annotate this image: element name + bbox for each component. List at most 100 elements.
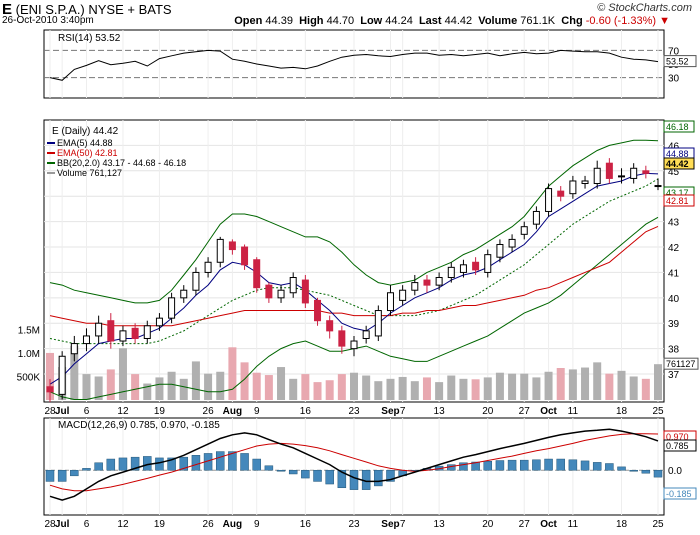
price-x-tick: 13 bbox=[434, 406, 446, 417]
candle-body bbox=[532, 210, 540, 225]
volume-bar bbox=[654, 364, 662, 400]
macd-histogram-bar bbox=[215, 451, 225, 471]
macd-histogram-bar bbox=[532, 459, 541, 471]
down-arrow-icon: ▼ bbox=[659, 15, 670, 27]
price-title: E (Daily) 44.42 bbox=[52, 126, 119, 137]
legend-label: EMA(50) 42.81 bbox=[57, 148, 118, 158]
price-tick-label: 46 bbox=[668, 141, 680, 152]
candle-body bbox=[593, 167, 601, 185]
price-tick-label: 43 bbox=[668, 218, 680, 229]
macd-histogram-bar bbox=[228, 451, 237, 471]
price-x-tick: 12 bbox=[117, 406, 129, 417]
candle-body bbox=[119, 330, 127, 342]
macd-histogram-bar bbox=[240, 453, 249, 471]
price-x-tick: 19 bbox=[154, 406, 166, 417]
candle-body bbox=[459, 264, 467, 273]
volume-bar bbox=[629, 376, 638, 400]
price-label: 44.42 bbox=[666, 159, 689, 169]
candle-body bbox=[277, 289, 285, 299]
candle-body bbox=[642, 170, 650, 174]
price-x-tick: 28 bbox=[44, 406, 56, 417]
price-x-tick: 7 bbox=[400, 406, 406, 417]
macd-x-tick: 9 bbox=[254, 519, 260, 530]
price-label: 42.81 bbox=[666, 196, 689, 206]
ema50-line bbox=[49, 225, 659, 327]
macd-histogram-bar bbox=[252, 458, 261, 471]
volume-bar bbox=[605, 373, 614, 400]
volume-bar bbox=[447, 375, 456, 400]
price-label-box bbox=[663, 157, 695, 170]
chart-symbol-title: E (ENI S.P.A.) NYSE + BATS bbox=[2, 1, 172, 18]
candle-body bbox=[180, 289, 188, 299]
low-value: 44.24 bbox=[385, 15, 413, 27]
macd-histogram-bar bbox=[544, 458, 553, 471]
candle-body bbox=[605, 162, 613, 179]
price-tick-label: 39 bbox=[668, 319, 680, 330]
macd-histogram-bar bbox=[471, 461, 480, 471]
macd-x-tick: 11 bbox=[568, 519, 579, 530]
candle-body bbox=[107, 320, 115, 342]
volume-bar bbox=[167, 371, 176, 400]
macd-histogram-bar bbox=[288, 469, 298, 475]
macd-x-tick: 28 bbox=[44, 519, 56, 530]
volume-bar bbox=[459, 378, 468, 400]
volume-bar bbox=[264, 375, 273, 400]
price-tick-label: 45 bbox=[668, 167, 680, 178]
rsi-tick-label: 30 bbox=[668, 74, 680, 85]
macd-histogram-bar bbox=[629, 469, 638, 472]
candlesticks bbox=[46, 158, 662, 402]
macd-histogram-bar bbox=[313, 469, 322, 482]
volume-bar bbox=[143, 383, 152, 400]
price-x-tick: Sep bbox=[381, 406, 399, 417]
bb-upper-line bbox=[49, 139, 659, 304]
macd-x-tick: Sep bbox=[381, 519, 399, 530]
legend-label: Volume 761,127 bbox=[57, 168, 122, 178]
price-x-tick: 18 bbox=[616, 406, 628, 417]
macd-histogram-bar bbox=[495, 460, 505, 471]
macd-histogram-bar bbox=[118, 457, 128, 471]
candle-body bbox=[301, 279, 309, 304]
volume-label: Volume bbox=[478, 15, 518, 27]
macd-histogram-bar bbox=[592, 462, 602, 471]
macd-last-box bbox=[663, 487, 697, 500]
volume-bar bbox=[191, 361, 200, 400]
candle-body bbox=[399, 289, 407, 301]
volume-bar bbox=[508, 373, 517, 400]
volume-last-label: 761127 bbox=[666, 359, 695, 369]
volume-bar bbox=[204, 373, 213, 400]
price-x-tick: Jul bbox=[55, 406, 70, 417]
candle-body bbox=[46, 386, 54, 393]
price-x-tick: 27 bbox=[519, 406, 531, 417]
volume-bar bbox=[410, 381, 419, 400]
volume-bar bbox=[593, 362, 602, 400]
volume-bar bbox=[252, 372, 261, 400]
macd-histogram-bar bbox=[349, 469, 359, 490]
candle-body bbox=[192, 271, 200, 291]
candle-body bbox=[350, 340, 358, 350]
macd-histogram-bar bbox=[264, 465, 274, 471]
macd-x-tick: 12 bbox=[117, 519, 129, 530]
low-label: Low bbox=[360, 15, 383, 27]
candle-body bbox=[131, 327, 139, 339]
macd-histogram-bar bbox=[82, 468, 91, 471]
candle-body bbox=[386, 292, 394, 312]
volume-bar bbox=[422, 377, 431, 400]
volume-bar bbox=[374, 381, 383, 400]
volume-bar bbox=[228, 347, 237, 400]
high-value: 44.70 bbox=[326, 15, 355, 27]
volume-bar bbox=[179, 378, 188, 400]
candle-body bbox=[155, 317, 163, 327]
price-tick-label: 37 bbox=[668, 370, 680, 381]
volume-tick-label: 1.0M bbox=[18, 349, 40, 360]
volume-bar bbox=[568, 369, 577, 400]
price-x-tick: 20 bbox=[482, 406, 494, 417]
volume-bar bbox=[581, 367, 590, 400]
candle-body bbox=[362, 330, 370, 339]
candle-body bbox=[411, 282, 419, 291]
candle-body bbox=[545, 188, 553, 212]
volume-bar bbox=[155, 377, 164, 400]
macd-x-tick: Oct bbox=[540, 519, 557, 530]
rsi-title: RSI(14) 53.52 bbox=[58, 33, 121, 44]
company-exchange: (ENI S.P.A.) NYSE + BATS bbox=[15, 2, 172, 17]
volume-tick-label: 500K bbox=[17, 372, 41, 383]
